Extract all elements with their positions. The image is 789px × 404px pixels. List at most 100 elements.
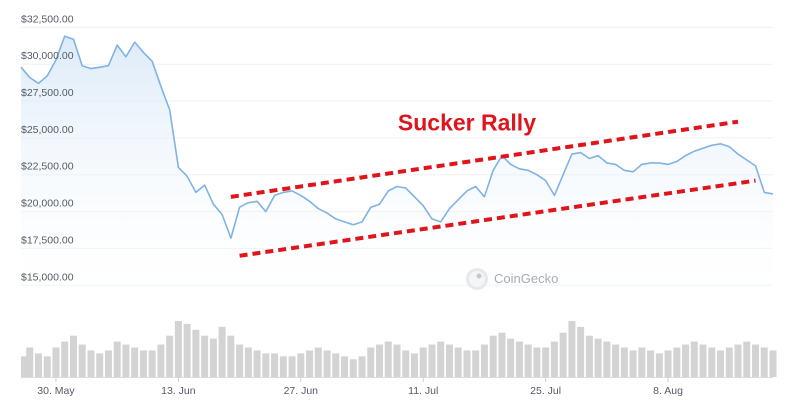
y-axis-ticks: $32,500.00 $30,000.00 $27,500.00 $25,000.00…	[21, 13, 74, 283]
price-point	[221, 214, 223, 216]
price-point	[755, 165, 757, 167]
volume-bar	[629, 350, 637, 377]
volume-bar	[87, 350, 95, 377]
price-point	[667, 164, 669, 166]
volume-bar	[647, 350, 655, 377]
volume-bar	[620, 347, 628, 377]
price-point	[659, 162, 661, 164]
volume-bar	[393, 344, 401, 377]
volume-bar	[244, 347, 252, 377]
coingecko-watermark: CoinGecko	[466, 268, 558, 290]
volume-bar	[725, 347, 733, 377]
volume-bar	[612, 344, 620, 377]
volume-bar	[358, 356, 366, 377]
volume-bar	[463, 350, 471, 377]
price-point	[449, 208, 451, 210]
volume-bar	[209, 338, 217, 377]
price-point	[571, 153, 573, 155]
price-point	[116, 44, 118, 46]
price-point	[589, 158, 591, 160]
volume-bar	[183, 323, 191, 377]
channel-line-upper	[230, 119, 739, 199]
price-point	[283, 192, 285, 194]
volume-bar	[34, 353, 42, 377]
price-point	[151, 60, 153, 62]
price-point	[702, 147, 704, 149]
y-tick-label: $32,500.00	[21, 13, 74, 25]
price-point	[694, 150, 696, 152]
volume-bar	[568, 320, 576, 377]
price-point	[711, 144, 713, 146]
volume-bar	[515, 341, 523, 377]
y-tick-label: $20,000.00	[21, 198, 74, 210]
x-tick-label: 27. Jun	[284, 385, 319, 397]
price-point	[414, 196, 416, 198]
price-point	[405, 187, 407, 189]
price-point	[326, 212, 328, 214]
price-point	[248, 202, 250, 204]
price-point	[352, 224, 354, 226]
price-point	[387, 190, 389, 192]
price-point	[685, 155, 687, 157]
volume-bar	[341, 356, 349, 377]
price-point	[46, 75, 48, 77]
price-point	[108, 65, 110, 67]
price-point	[344, 221, 346, 223]
x-tick-label: 25. Jul	[530, 385, 561, 397]
gecko-logo-icon	[466, 268, 488, 290]
volume-bar	[349, 359, 357, 377]
volume-bar	[314, 347, 322, 377]
volume-bar	[271, 353, 279, 377]
volume-bar	[760, 347, 768, 377]
price-point	[274, 195, 276, 197]
price-point	[466, 190, 468, 192]
price-point	[300, 195, 302, 197]
price-point	[580, 152, 582, 154]
volume-bar	[550, 341, 558, 377]
price-point	[422, 205, 424, 207]
volume-bar	[655, 353, 663, 377]
price-point	[379, 203, 381, 205]
price-point	[370, 206, 372, 208]
volume-bar	[332, 353, 340, 377]
price-point	[632, 171, 634, 173]
price-point	[64, 35, 66, 37]
watermark-text: CoinGecko	[494, 271, 558, 286]
x-tick-label: 11. Jul	[408, 385, 438, 397]
channel-line-lower	[239, 178, 756, 258]
volume-bar	[174, 320, 182, 377]
volume-bar	[524, 344, 532, 377]
volume-bar	[21, 356, 28, 377]
volume-bar	[166, 335, 174, 377]
price-point	[99, 66, 101, 68]
price-point	[536, 174, 538, 176]
volume-bar	[717, 350, 725, 377]
volume-bar	[682, 344, 690, 377]
volume-bar	[104, 350, 112, 377]
volume-bar	[489, 335, 497, 377]
volume-bar	[480, 344, 488, 377]
volume-bar	[673, 347, 681, 377]
y-tick-label: $22,500.00	[21, 161, 74, 173]
volume-bar	[253, 350, 261, 377]
volume-bar	[26, 347, 34, 377]
y-tick-label: $30,000.00	[21, 50, 74, 62]
volume-bar	[472, 350, 480, 377]
price-point	[256, 200, 258, 202]
volume-bar	[752, 344, 760, 377]
price-point	[134, 41, 136, 43]
volume-bar	[699, 344, 707, 377]
volume-bar	[498, 332, 506, 377]
price-point	[239, 206, 241, 208]
volume-bar	[769, 350, 777, 377]
volume-bar	[437, 341, 445, 377]
trend-channel	[230, 119, 756, 258]
volume-bar	[306, 350, 314, 377]
volume-bar	[454, 347, 462, 377]
x-tick-label: 8. Aug	[653, 385, 683, 397]
volume-bar	[559, 332, 567, 377]
price-point	[606, 162, 608, 164]
volume-bar	[139, 350, 147, 377]
price-point	[457, 199, 459, 201]
